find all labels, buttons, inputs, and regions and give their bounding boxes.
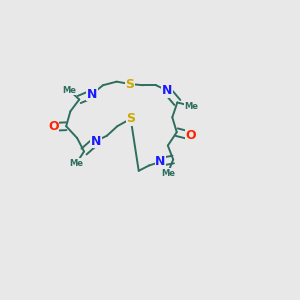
Text: Me: Me: [184, 101, 198, 110]
Text: S: S: [125, 77, 134, 91]
Text: Me: Me: [161, 169, 175, 178]
Text: N: N: [87, 88, 97, 100]
Text: N: N: [162, 84, 172, 97]
Text: S: S: [126, 112, 135, 125]
Text: O: O: [186, 129, 196, 142]
Text: Me: Me: [63, 86, 77, 95]
Text: N: N: [155, 155, 166, 168]
Text: Me: Me: [69, 159, 83, 168]
Text: N: N: [91, 135, 101, 148]
Text: O: O: [48, 120, 59, 133]
